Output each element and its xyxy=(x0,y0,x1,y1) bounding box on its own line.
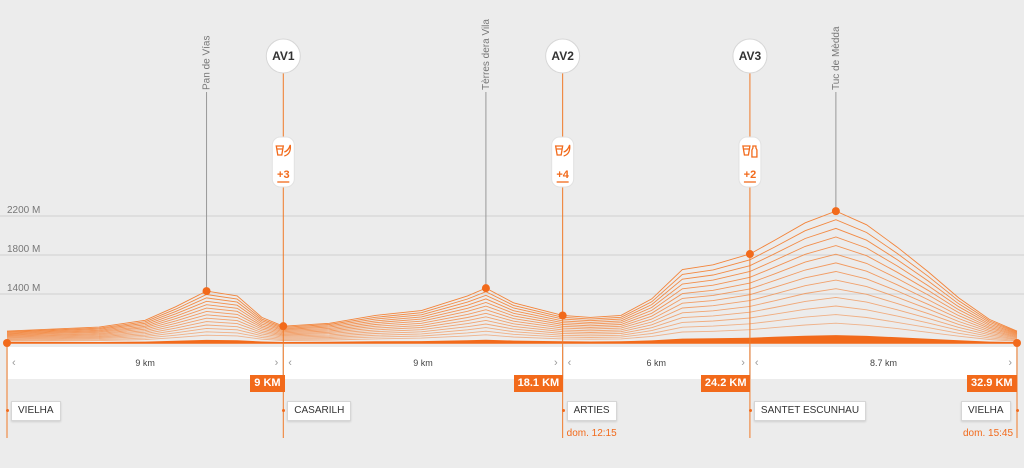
profile-points xyxy=(3,207,1021,347)
waypoint-dot-4 xyxy=(1016,409,1019,412)
aid-station-1: AV2 +4 xyxy=(545,38,581,188)
chevron-left-icon[interactable]: ‹ xyxy=(754,357,759,369)
aid-point-0 xyxy=(279,322,288,331)
peak-label-1: Tèrres dera Vila xyxy=(481,19,492,90)
profile-contours xyxy=(6,210,1018,344)
segment-bar-0: ‹ 9 km › xyxy=(8,347,283,379)
cup-icon xyxy=(554,145,564,156)
start-point xyxy=(3,339,11,347)
segment-bar-2: ‹ 6 km › xyxy=(563,347,749,379)
aid-station-bubble xyxy=(732,38,768,74)
chevron-right-icon[interactable]: › xyxy=(741,357,745,369)
waypoint-tag-1[interactable]: CASARILH xyxy=(287,401,352,421)
km-badge-1: 9 KM xyxy=(250,375,285,392)
segment-distance: 9 km xyxy=(135,358,155,368)
waypoint-dot-3 xyxy=(748,409,752,412)
waypoint-dot-1 xyxy=(282,409,286,412)
waypoint-tag-2[interactable]: ARTIES xyxy=(566,401,617,421)
profile-contour-4 xyxy=(6,288,1018,339)
profile-contour-6 xyxy=(6,271,1018,337)
waypoint-tag-3[interactable]: SANTET ESCUNHAU xyxy=(753,401,867,421)
banana-icon xyxy=(284,144,292,157)
aid-station-label: AV3 xyxy=(739,49,762,63)
aid-station-0: AV1 +3 xyxy=(265,38,301,188)
bottle-icon xyxy=(751,145,758,158)
aid-station-label: AV2 xyxy=(551,49,574,63)
profile-contour-8 xyxy=(6,253,1018,336)
km-badge-2: 18.1 KM xyxy=(513,375,564,392)
aid-station-count: +2 xyxy=(744,169,757,181)
segment-bar-1: ‹ 9 km › xyxy=(284,347,562,379)
waypoint-tag-0[interactable]: VIELHA xyxy=(11,401,61,421)
waypoint-dot-2 xyxy=(561,409,565,412)
km-badge-4: 32.9 KM xyxy=(967,375,1017,392)
peak-point-0 xyxy=(202,287,211,296)
segment-distance: 8.7 km xyxy=(869,358,897,368)
cup-icon xyxy=(742,145,751,156)
chevron-right-icon[interactable]: › xyxy=(553,357,558,369)
profile-contour-10 xyxy=(6,236,1018,334)
finish-point xyxy=(1013,339,1021,347)
chevron-left-icon[interactable]: ‹ xyxy=(567,357,572,369)
peak-label-0: Pan de Vías xyxy=(202,36,213,90)
gridline-label-2200: 2200 M xyxy=(7,205,40,216)
waypoint-time-2: dom. 12:15 xyxy=(566,428,617,439)
peak-point-2 xyxy=(831,207,840,216)
aid-stations: AV1 +3 AV2 +4 AV3 +2 xyxy=(265,38,768,188)
chevron-left-icon[interactable]: ‹ xyxy=(12,357,16,369)
chevron-right-icon[interactable]: › xyxy=(1008,357,1012,369)
aid-station-bubble xyxy=(545,38,581,74)
waypoint-dot-0 xyxy=(6,409,9,412)
segment-distance: 9 km xyxy=(413,358,433,368)
aid-station-bubble xyxy=(265,38,301,74)
gridline-label-1400: 1400 M xyxy=(7,283,40,294)
peak-point-1 xyxy=(481,284,490,293)
aid-station-label: AV1 xyxy=(272,49,295,63)
waypoint-time-4: dom. 15:45 xyxy=(963,428,1014,439)
aid-station-count: +3 xyxy=(277,169,290,181)
aid-station-count: +4 xyxy=(556,169,569,181)
aid-point-2 xyxy=(745,250,754,259)
waypoint-tag-4[interactable]: VIELHA xyxy=(961,401,1011,421)
segment-distance: 6 km xyxy=(646,358,667,368)
peak-label-2: Tuc de Mèdda xyxy=(831,26,842,90)
cup-icon xyxy=(275,145,285,156)
gridlines: 1400 M 1800 M 2200 M xyxy=(0,205,1024,295)
segment-bar-3: ‹ 8.7 km › xyxy=(750,347,1016,379)
aid-station-2: AV3 +2 xyxy=(732,38,768,188)
profile-base xyxy=(7,335,1017,343)
banana-icon xyxy=(563,144,571,157)
aid-point-1 xyxy=(558,311,567,320)
chevron-right-icon[interactable]: › xyxy=(274,357,279,369)
km-badge-3: 24.2 KM xyxy=(700,375,751,392)
gridline-label-1800: 1800 M xyxy=(7,244,40,255)
chevron-left-icon[interactable]: ‹ xyxy=(288,357,292,369)
